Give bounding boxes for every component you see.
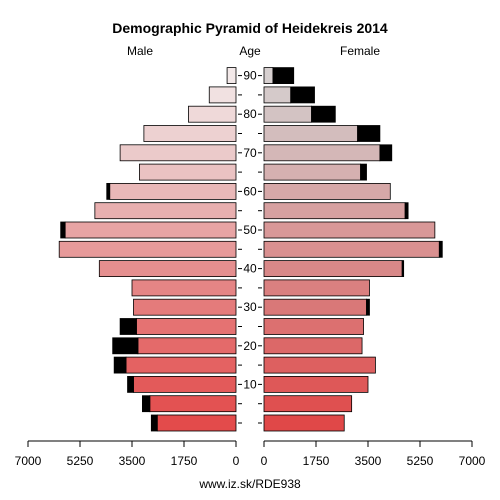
male-bar-0-4 bbox=[156, 414, 237, 432]
male-bar-5-9 bbox=[149, 395, 237, 413]
male-excess-bar-10-14 bbox=[127, 375, 134, 393]
age-label-90: 90 bbox=[243, 69, 257, 83]
female-excess-bar-85-89 bbox=[290, 86, 315, 104]
female-excess-bar-65-69 bbox=[360, 163, 367, 181]
male-excess-bar-15-19 bbox=[113, 356, 127, 374]
male-x-tick-label-7000: 7000 bbox=[15, 454, 42, 468]
male-bar-10-14 bbox=[133, 375, 237, 393]
female-bar-45-49 bbox=[263, 240, 440, 258]
male-x-tick-label-5250: 5250 bbox=[67, 454, 94, 468]
female-bar-80-84 bbox=[263, 105, 312, 123]
female-bar-10-14 bbox=[263, 375, 369, 393]
male-excess-bar-0-4 bbox=[150, 414, 158, 432]
female-x-tick-label-1750: 1750 bbox=[303, 454, 330, 468]
male-bar-65-69 bbox=[139, 163, 237, 181]
age-axis: 10 20 30 40 50 60 70 80 90 bbox=[238, 69, 262, 424]
age-label-50: 50 bbox=[243, 223, 257, 237]
female-bar-35-39 bbox=[263, 279, 370, 297]
female-x-tick-label-7000: 7000 bbox=[459, 454, 486, 468]
female-excess-bar-80-84 bbox=[311, 105, 336, 123]
female-x-tick-label-5250: 5250 bbox=[407, 454, 434, 468]
female-label: Female bbox=[340, 44, 380, 58]
male-bar-45-49 bbox=[58, 240, 237, 258]
female-excess-bar-75-79 bbox=[357, 125, 381, 142]
male-bar-15-19 bbox=[125, 356, 237, 374]
male-bars bbox=[58, 67, 237, 432]
male-bar-50-54 bbox=[64, 221, 237, 239]
male-excess-bar-25-29 bbox=[119, 318, 137, 335]
female-bar-85-89 bbox=[263, 86, 292, 104]
age-label-80: 80 bbox=[243, 107, 257, 121]
female-excess-bar-30-34 bbox=[366, 298, 370, 316]
male-bar-85-89 bbox=[208, 86, 237, 104]
female-bar-15-19 bbox=[263, 356, 376, 374]
age-label-70: 70 bbox=[243, 146, 257, 160]
male-label: Male bbox=[127, 44, 153, 58]
female-excess-bar-55-59 bbox=[404, 202, 409, 220]
male-bar-75-79 bbox=[143, 125, 237, 142]
male-bar-20-24 bbox=[137, 337, 237, 355]
male-x-tick-label-1750: 1750 bbox=[171, 454, 198, 468]
male-x-tick-label-3500: 3500 bbox=[119, 454, 146, 468]
male-bar-90+ bbox=[226, 67, 237, 84]
male-bar-40-44 bbox=[98, 260, 237, 278]
male-bar-30-34 bbox=[133, 298, 237, 316]
male-excess-bar-50-54 bbox=[60, 221, 66, 239]
footer-source: www.iz.sk/RDE938 bbox=[198, 477, 301, 491]
male-excess-bar-20-24 bbox=[112, 337, 139, 355]
female-bar-0-4 bbox=[263, 414, 345, 432]
female-bar-65-69 bbox=[263, 163, 361, 181]
age-label-20: 20 bbox=[243, 339, 257, 353]
age-axis-label: Age bbox=[239, 44, 261, 58]
female-bar-70-74 bbox=[263, 144, 381, 162]
chart-title: Demographic Pyramid of Heidekreis 2014 bbox=[112, 20, 388, 36]
male-bar-80-84 bbox=[188, 105, 237, 123]
x-axes: 7000 5250 3500 1750 0 0 1750 3500 5250 7000 bbox=[15, 440, 486, 468]
male-bar-35-39 bbox=[131, 279, 237, 297]
female-bar-90+ bbox=[263, 67, 274, 84]
female-bar-50-54 bbox=[263, 221, 436, 239]
female-bar-75-79 bbox=[263, 125, 358, 142]
female-bar-25-29 bbox=[263, 318, 364, 335]
male-bar-60-64 bbox=[109, 182, 237, 200]
female-bar-40-44 bbox=[263, 260, 403, 278]
female-bar-5-9 bbox=[263, 395, 353, 413]
male-excess-bar-5-9 bbox=[141, 395, 151, 413]
age-label-60: 60 bbox=[243, 184, 257, 198]
female-bar-30-34 bbox=[263, 298, 367, 316]
female-excess-bar-70-74 bbox=[379, 144, 393, 162]
age-label-30: 30 bbox=[243, 300, 257, 314]
male-bar-55-59 bbox=[94, 202, 237, 220]
age-label-40: 40 bbox=[243, 262, 257, 276]
male-x-tick-label-0: 0 bbox=[233, 454, 240, 468]
female-excess-bar-40-44 bbox=[401, 260, 405, 278]
male-excess-bar-60-64 bbox=[106, 182, 111, 200]
male-bar-25-29 bbox=[136, 318, 237, 335]
female-x-tick-label-0: 0 bbox=[261, 454, 268, 468]
female-x-tick-label-3500: 3500 bbox=[355, 454, 382, 468]
age-label-10: 10 bbox=[243, 377, 257, 391]
male-bar-70-74 bbox=[119, 144, 237, 162]
female-bar-60-64 bbox=[263, 182, 391, 200]
female-bar-20-24 bbox=[263, 337, 363, 355]
female-bar-55-59 bbox=[263, 202, 406, 220]
female-excess-bar-45-49 bbox=[438, 240, 443, 258]
female-excess-bar-90+ bbox=[272, 67, 295, 84]
female-bars bbox=[263, 67, 443, 432]
